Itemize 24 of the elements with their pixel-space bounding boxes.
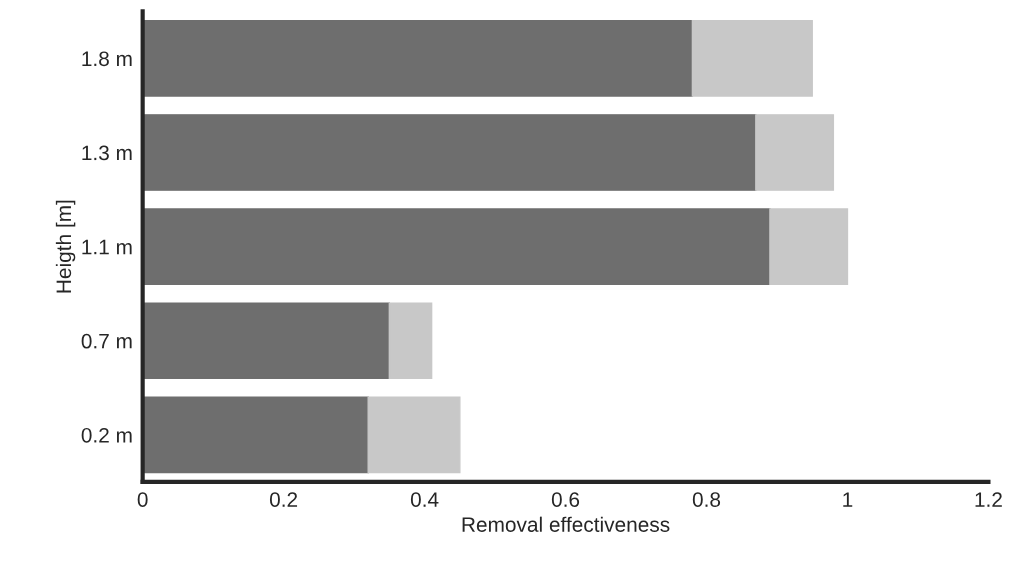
x-tick-label: 0 — [137, 492, 148, 507]
bar — [367, 396, 461, 474]
bar — [691, 20, 813, 97]
x-tick-label: 1.2 — [975, 492, 1002, 507]
x-tick-label: 0.2 — [269, 492, 298, 507]
bar — [769, 208, 849, 285]
bar — [142, 20, 694, 97]
y-axis-title: Heigth [m] — [55, 200, 76, 293]
y-tick-label: 1.3 m — [82, 145, 132, 161]
y-tick-label: 1.1 m — [82, 239, 132, 255]
bar — [388, 302, 433, 380]
bar — [755, 114, 835, 191]
bar — [142, 302, 391, 380]
y-tick-label: 1.8 m — [82, 51, 132, 67]
y-tick-label: 0.7 m — [81, 333, 132, 349]
y-tick-label: 0.2 m — [81, 427, 132, 443]
x-axis-title: Removal effectiveness — [462, 516, 670, 532]
x-tick-label: 0.4 — [410, 492, 439, 507]
bar — [142, 396, 369, 474]
bar — [142, 114, 757, 191]
x-tick-label: 0.8 — [692, 492, 721, 507]
bar — [142, 208, 771, 285]
x-tick-label: 0.6 — [551, 492, 580, 507]
x-tick-label: 1 — [843, 492, 853, 507]
